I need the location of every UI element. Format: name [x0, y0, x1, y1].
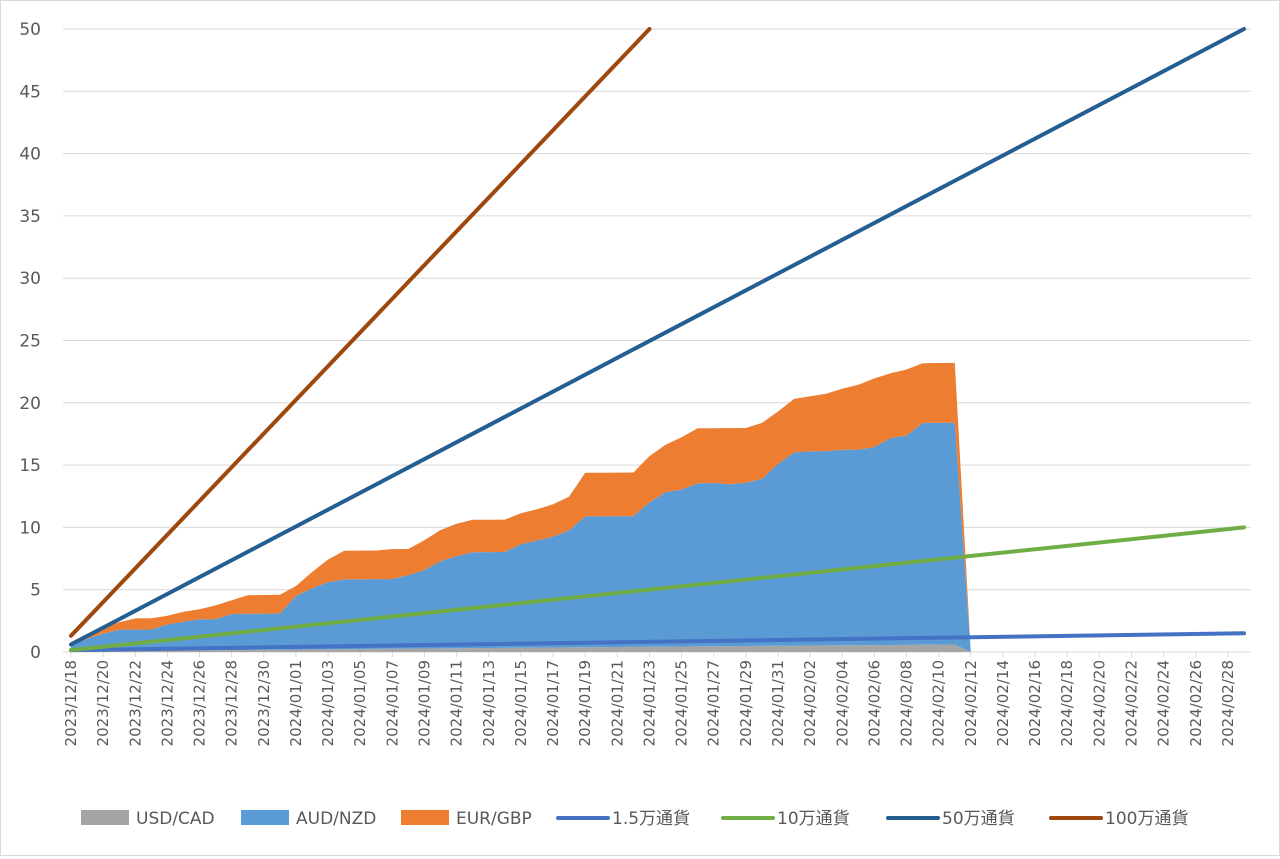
x-tick-label: 2024/02/20 — [1090, 660, 1108, 746]
x-tick-label: 2023/12/28 — [223, 660, 241, 746]
y-tick-label: 5 — [30, 581, 41, 601]
legend-label: AUD/NZD — [296, 809, 376, 829]
legend: USD/CAD AUD/NZD EUR/GBP 1.5万通貨 10万通貨 50万通貨 100… — [81, 809, 1188, 829]
x-tick-label: 2024/02/10 — [930, 660, 948, 746]
x-tick-label: 2024/02/26 — [1187, 660, 1205, 746]
x-tick-label: 2024/02/08 — [898, 660, 916, 746]
legend-swatch — [81, 810, 129, 825]
y-axis: 0 5 10 15 20 25 30 35 40 45 50 — [19, 20, 41, 663]
legend-label: 100万通貨 — [1105, 809, 1188, 829]
x-tick-label: 2023/12/30 — [255, 660, 273, 746]
x-tick-label: 2024/02/24 — [1155, 660, 1173, 746]
x-tick-label: 2024/01/25 — [673, 660, 691, 746]
y-tick-label: 50 — [19, 20, 41, 40]
area-eur-gbp — [71, 362, 971, 652]
x-tick-label: 2024/01/27 — [705, 660, 723, 746]
reference-lines — [69, 27, 1246, 653]
y-tick-label: 0 — [30, 643, 41, 663]
x-tick-label: 2024/02/14 — [994, 660, 1012, 746]
x-tick-label: 2024/01/17 — [544, 660, 562, 746]
x-tick-label: 2024/02/12 — [962, 660, 980, 746]
stacked-areas — [71, 362, 971, 652]
line-series-2 — [69, 525, 1246, 653]
legend-label: 50万通貨 — [942, 809, 1015, 829]
x-tick-label: 2024/02/28 — [1219, 660, 1237, 746]
x-tick-label: 2023/12/24 — [158, 660, 176, 746]
x-tick-label: 2024/01/29 — [737, 660, 755, 746]
x-tick-label: 2024/01/15 — [512, 660, 530, 746]
x-tick-label: 2023/12/18 — [62, 660, 80, 746]
legend-label: EUR/GBP — [456, 809, 532, 829]
y-tick-label: 35 — [19, 207, 41, 227]
y-tick-label: 10 — [19, 518, 41, 538]
y-tick-label: 25 — [19, 332, 41, 352]
x-tick-label: 2024/02/02 — [801, 660, 819, 746]
area-usd-cad — [71, 644, 971, 652]
y-tick-label: 45 — [19, 82, 41, 102]
y-tick-label: 40 — [19, 145, 41, 165]
x-tick-label: 2024/01/07 — [383, 660, 401, 746]
x-tick-label: 2024/01/11 — [448, 660, 466, 746]
x-tick-label: 2023/12/20 — [94, 660, 112, 746]
legend-swatch — [401, 810, 449, 825]
x-tick-label: 2024/01/31 — [769, 660, 787, 746]
legend-label: 1.5万通貨 — [612, 809, 690, 829]
x-tick-label: 2024/01/23 — [640, 660, 658, 746]
legend-label: 10万通貨 — [777, 809, 850, 829]
x-tick-label: 2024/02/16 — [1026, 660, 1044, 746]
x-tick-label: 2024/01/21 — [608, 660, 626, 746]
line-series-3 — [69, 27, 1246, 647]
x-tick-label: 2024/02/04 — [833, 660, 851, 746]
x-tick-label: 2024/01/13 — [480, 660, 498, 746]
x-axis: 2023/12/18 2023/12/20 2023/12/22 2023/12/24… — [62, 652, 1237, 746]
x-tick-label: 2024/02/06 — [865, 660, 883, 746]
area-aud-nzd — [71, 422, 971, 652]
y-tick-label: 30 — [19, 269, 41, 289]
x-tick-label: 2023/12/22 — [126, 660, 144, 746]
x-tick-label: 2024/02/22 — [1123, 660, 1141, 746]
x-tick-label: 2023/12/26 — [191, 660, 209, 746]
gridlines — [63, 28, 1251, 653]
legend-label: USD/CAD — [136, 809, 215, 829]
x-tick-label: 2024/01/03 — [319, 660, 337, 746]
x-tick-label: 2024/01/01 — [287, 660, 305, 746]
legend-swatch — [241, 810, 289, 825]
y-tick-label: 20 — [19, 394, 41, 414]
y-tick-label: 15 — [19, 456, 41, 476]
x-tick-label: 2024/01/05 — [351, 660, 369, 746]
line-series-4 — [69, 27, 652, 638]
x-tick-label: 2024/01/19 — [576, 660, 594, 746]
x-tick-label: 2024/01/09 — [416, 660, 434, 746]
line-series-1 — [69, 631, 1246, 653]
x-tick-label: 2024/02/18 — [1058, 660, 1076, 746]
